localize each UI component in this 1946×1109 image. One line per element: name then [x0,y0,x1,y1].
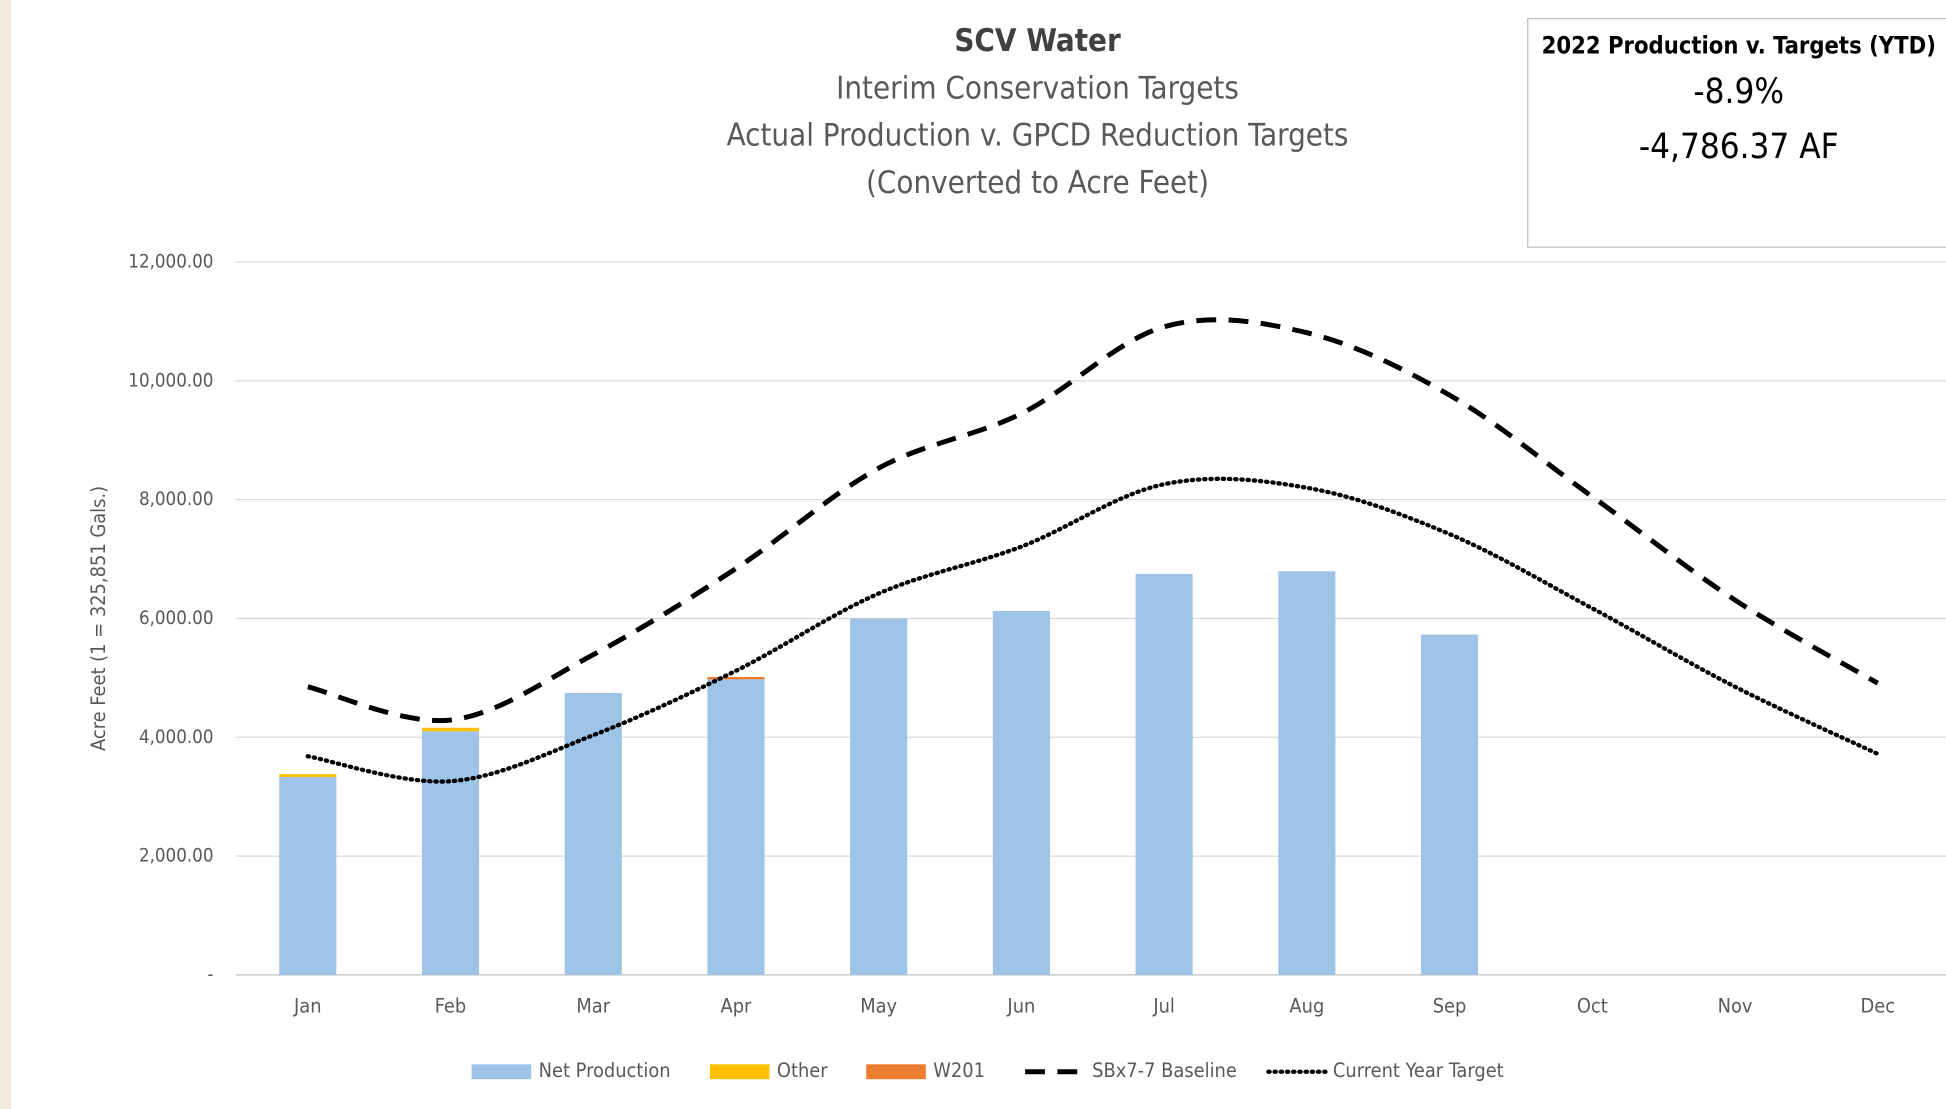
bar-segment [564,693,622,975]
x-tick-label: Feb [435,995,467,1018]
annotation-text: -4,786.37 AF [1639,127,1839,167]
bar-segment [279,777,337,975]
bar-segment [707,679,765,975]
bar-segment [1135,573,1193,975]
chart-subtitle: Actual Production v. GPCD Reduction Targ… [727,118,1349,154]
x-tick-label: Aug [1289,995,1324,1018]
side-strip [0,0,12,1109]
legend-swatch [866,1064,926,1080]
annotation-box [1527,18,1946,248]
bar-segment [1278,571,1336,975]
y-tick-label: 10,000.00 [128,370,213,391]
annotation-text: -8.9% [1693,72,1784,112]
annotation-title: 2022 Production v. Targets (YTD) [1542,32,1936,60]
y-tick-label: 8,000.00 [139,489,214,510]
legend-label: Other [777,1059,828,1082]
y-axis-label: Acre Feet (1 = 325,851 Gals.) [87,486,110,751]
legend-swatch [471,1064,532,1080]
x-tick-label: Nov [1718,995,1753,1018]
x-tick-label: Oct [1577,995,1608,1018]
line-series [307,317,1879,724]
chart-subtitle: Interim Conservation Targets [836,70,1239,106]
bar-segment [279,774,337,778]
legend-label: W201 [933,1059,985,1082]
bar-segment [850,618,908,975]
y-tick-label: 12,000.00 [128,252,213,273]
x-tick-label: Jul [1152,995,1175,1018]
bar-segment [707,676,765,680]
y-tick-label: 4,000.00 [139,727,214,748]
line-series [305,476,1880,784]
chart-title: SCV Water [954,23,1121,59]
legend-swatch [709,1064,770,1080]
y-tick-label: - [207,964,213,985]
legend-label: SBx7-7 Baseline [1092,1059,1237,1082]
y-tick-label: 6,000.00 [139,608,214,629]
legend-label: Current Year Target [1333,1059,1504,1082]
bar-segment [1421,634,1479,975]
bar-segment [421,727,480,732]
y-tick-label: 2,000.00 [139,846,214,867]
x-tick-label: Dec [1860,995,1895,1018]
bar-segment [421,731,480,975]
x-tick-label: Jun [1006,995,1035,1018]
bar-segment [992,611,1050,975]
x-tick-label: Apr [721,995,753,1018]
x-tick-label: Jan [293,995,322,1018]
legend-label: Net Production [539,1059,671,1082]
x-tick-label: Mar [576,995,610,1018]
x-tick-label: Sep [1433,995,1467,1018]
chart-subtitle: (Converted to Acre Feet) [866,165,1209,201]
x-tick-label: May [860,995,897,1018]
